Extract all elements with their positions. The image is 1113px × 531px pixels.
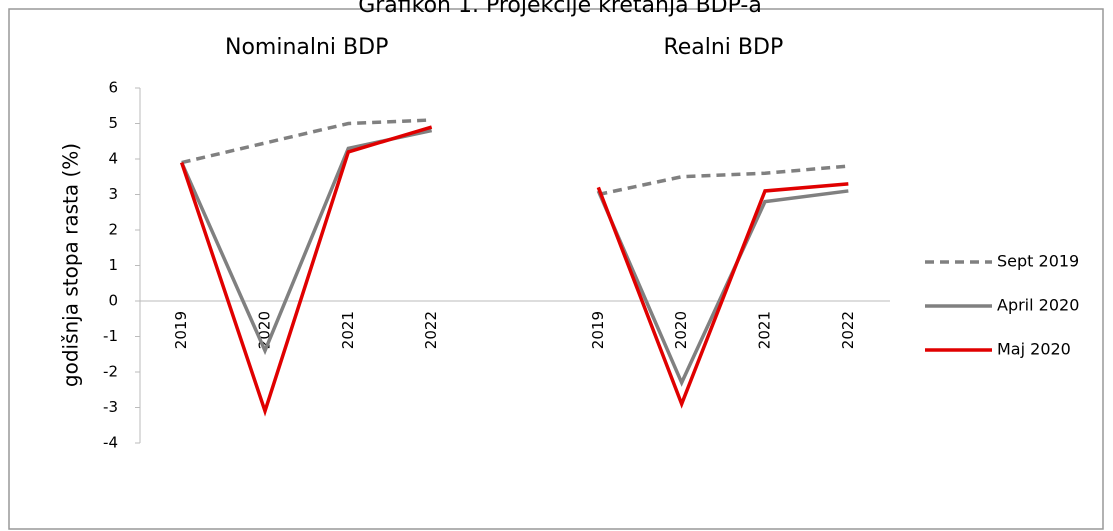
y-tick-label: 3 (108, 185, 118, 203)
y-tick-label: 0 (108, 292, 118, 310)
x-tick-label: 2021 (339, 311, 357, 349)
x-tick-label: 2020 (256, 311, 274, 349)
x-tick-label: 2022 (422, 311, 440, 349)
x-tick-label: 2020 (672, 311, 690, 349)
legend-label: April 2020 (997, 296, 1079, 315)
y-tick-label: -1 (103, 327, 118, 345)
legend-label: Maj 2020 (997, 340, 1071, 359)
x-tick-label: 2019 (589, 311, 607, 349)
y-tick-label: -2 (103, 363, 118, 381)
legend-label: Sept 2019 (997, 252, 1079, 271)
y-tick-label: -4 (103, 434, 118, 452)
series-line (596, 182, 849, 409)
chart-frame (8, 8, 1104, 530)
x-tick-label: 2021 (756, 311, 774, 349)
title-backdrop (280, 0, 840, 8)
series-line (180, 125, 433, 417)
x-tick-label: 2019 (172, 311, 190, 349)
x-tick-label: 2022 (839, 311, 857, 349)
y-tick-label: 6 (108, 79, 118, 97)
series-line (180, 128, 433, 356)
y-tick-label: 1 (108, 256, 118, 274)
series-line (597, 164, 849, 197)
y-tick-label: 2 (108, 221, 118, 239)
y-tick-label: 4 (108, 150, 118, 168)
series-line (181, 118, 432, 165)
y-tick-label: 5 (108, 114, 118, 132)
group-label: Realni BDP (663, 35, 783, 60)
chart-title: Grafikon 1. Projekcije kretanja BDP-a (358, 0, 762, 18)
y-axis-label: godišnja stopa rasta (%) (59, 143, 83, 387)
y-tick-label: -3 (103, 398, 118, 416)
group-label: Nominalni BDP (225, 35, 388, 60)
series-line (596, 189, 849, 387)
